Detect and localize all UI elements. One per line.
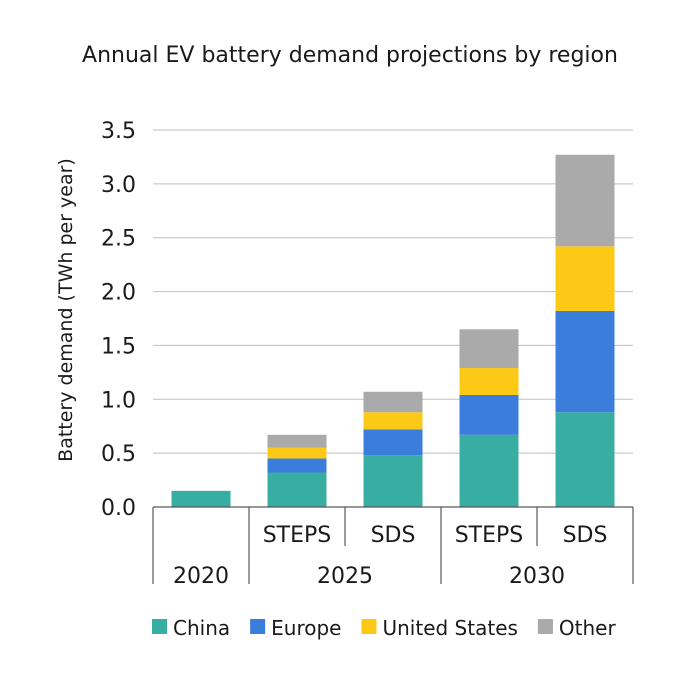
x-tick-label: STEPS <box>263 523 332 548</box>
legend-label: Other <box>559 616 617 640</box>
legend-item-other: Other <box>537 616 617 640</box>
x-group-label: 2025 <box>317 564 373 589</box>
stack-2025-sds <box>363 391 423 507</box>
legend-label: United States <box>382 616 517 640</box>
stack-2025-steps <box>267 434 327 507</box>
legend-item-united-states: United States <box>361 616 518 640</box>
bar-2025-sds-other <box>363 391 423 413</box>
x-tick-label: STEPS <box>455 523 524 548</box>
legend-swatch <box>537 619 553 634</box>
stack-2020 <box>171 490 231 507</box>
legend-label: China <box>173 616 230 640</box>
bar-2025-sds-china <box>363 455 423 507</box>
y-tick-label: 3.0 <box>101 173 136 198</box>
x-tick-label: SDS <box>563 523 608 548</box>
stack-2030-sds <box>555 154 615 507</box>
bar-stacks <box>171 154 615 507</box>
bar-2025-steps-other <box>267 434 327 448</box>
bar-2025-sds-europe <box>363 429 423 456</box>
legend-swatch <box>152 619 167 634</box>
bar-2025-sds-united-states <box>363 412 423 430</box>
x-group-label: 2020 <box>173 564 229 589</box>
y-tick-label: 0.0 <box>101 496 136 521</box>
x-group-label: 2030 <box>509 564 565 589</box>
y-axis-label: Battery demand (TWh per year) <box>55 158 77 462</box>
y-tick-label: 1.0 <box>101 388 136 413</box>
bar-2030-sds-other <box>555 154 615 247</box>
bar-2030-sds-united-states <box>555 246 615 311</box>
legend-item-china: China <box>152 616 230 640</box>
bar-2030-steps-europe <box>459 394 519 435</box>
bar-2030-steps-china <box>459 434 519 507</box>
legend-swatch <box>250 619 266 634</box>
bar-2030-sds-china <box>555 412 615 507</box>
bar-2030-steps-united-states <box>459 368 519 395</box>
x-tick-label: SDS <box>371 523 416 548</box>
y-tick-label: 0.5 <box>101 442 136 467</box>
bar-2030-steps-other <box>459 329 519 369</box>
bar-2025-steps-united-states <box>267 447 327 459</box>
bar-2020-china <box>171 490 231 507</box>
bar-2025-steps-europe <box>267 458 327 473</box>
y-tick-label: 1.5 <box>101 334 136 359</box>
stack-2030-steps <box>459 329 519 507</box>
bar-2030-sds-europe <box>555 310 615 413</box>
legend-label: Europe <box>271 616 341 640</box>
y-tick-labels: 0.0 0.5 1.0 1.5 2.0 2.5 3.0 3.5 <box>101 119 136 521</box>
legend: China Europe United States Other <box>152 616 616 640</box>
x-axis: 2020 STEPS SDS 2025 STEPS SDS 2030 <box>152 506 634 589</box>
y-tick-label: 3.5 <box>101 119 136 144</box>
gridlines <box>153 129 633 454</box>
y-tick-label: 2.0 <box>101 281 136 306</box>
bar-2025-steps-china <box>267 472 327 507</box>
chart-title: Annual EV battery demand projections by … <box>82 43 618 68</box>
legend-swatch <box>361 619 377 634</box>
legend-item-europe: Europe <box>250 616 341 640</box>
y-tick-label: 2.5 <box>101 227 136 252</box>
